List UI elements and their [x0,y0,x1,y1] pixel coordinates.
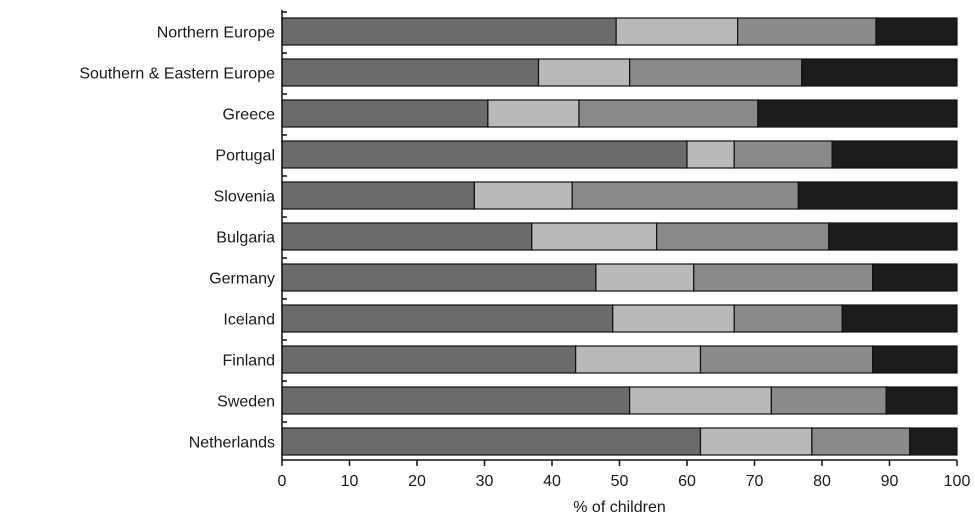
bar-segment [872,263,958,292]
bar-segment [281,58,540,87]
bar-segment [281,140,688,169]
bar-segment [733,140,833,169]
bar-segment [693,263,874,292]
bar-segment [281,345,577,374]
bar-segment [578,99,759,128]
bar-segment [699,427,813,456]
bar-segment [612,304,735,333]
bar-segment [797,181,958,210]
bar-segment [487,99,580,128]
bar-segment [811,427,911,456]
category-label: Germany [209,271,275,288]
bar-segment [909,427,958,456]
x-tick-label: 50 [611,473,629,490]
bar-segment [615,17,739,46]
bar-segment [841,304,958,333]
bar-segment [656,222,830,251]
bar-segment [757,99,958,128]
category-labels: Northern Europe Southern & Eastern Europe… [79,25,275,452]
x-tick-label: 30 [476,473,494,490]
x-tick-label: 90 [881,473,899,490]
bar-segment [699,345,874,374]
bar-segment [828,222,958,251]
bar-segment [629,58,803,87]
bar-segment [531,222,658,251]
bar-segment [281,263,597,292]
bar-segment [801,58,958,87]
x-tick-label: 70 [746,473,764,490]
x-tick-label: 80 [813,473,831,490]
bar-segment [575,345,702,374]
bar-segment [281,181,475,210]
bar-segment [770,386,887,415]
bar-segment [686,140,735,169]
bar-segment [629,386,772,415]
bar-segment [281,427,702,456]
bar-segment [595,263,695,292]
bar-segment [872,345,958,374]
x-tick-label: 100 [944,473,971,490]
x-tick-label: 10 [341,473,359,490]
category-label: Sweden [217,394,275,411]
x-tick-label: 0 [278,473,287,490]
bar-segment [571,181,799,210]
bar-segment [875,17,958,46]
category-label: Iceland [223,312,275,329]
category-label: Southern & Eastern Europe [79,66,275,83]
x-tick-label: 20 [408,473,426,490]
bar-segment [281,17,617,46]
bar-segment [473,181,573,210]
x-axis-ticks: 0 10 20 30 40 50 60 70 80 90 100 [278,460,971,490]
bar-segment [885,386,958,415]
bar-segment [737,17,877,46]
category-label: Greece [223,107,276,124]
bar-segment [281,222,533,251]
x-tick-label: 60 [678,473,696,490]
bar-segment [281,99,489,128]
bar-segment [733,304,843,333]
bar-segment [281,304,614,333]
bar-segment [537,58,631,87]
category-label: Portugal [215,148,275,165]
category-label: Northern Europe [157,25,275,42]
x-tick-label: 40 [543,473,561,490]
category-label: Netherlands [189,435,275,452]
bar-segment [281,386,631,415]
y-axis-ticks [282,11,287,423]
category-label: Finland [223,353,275,370]
x-axis-title: % of children [573,499,666,516]
category-label: Slovenia [214,189,275,206]
bars-group [281,17,958,456]
bar-segment [831,140,958,169]
category-label: Bulgaria [216,230,275,247]
